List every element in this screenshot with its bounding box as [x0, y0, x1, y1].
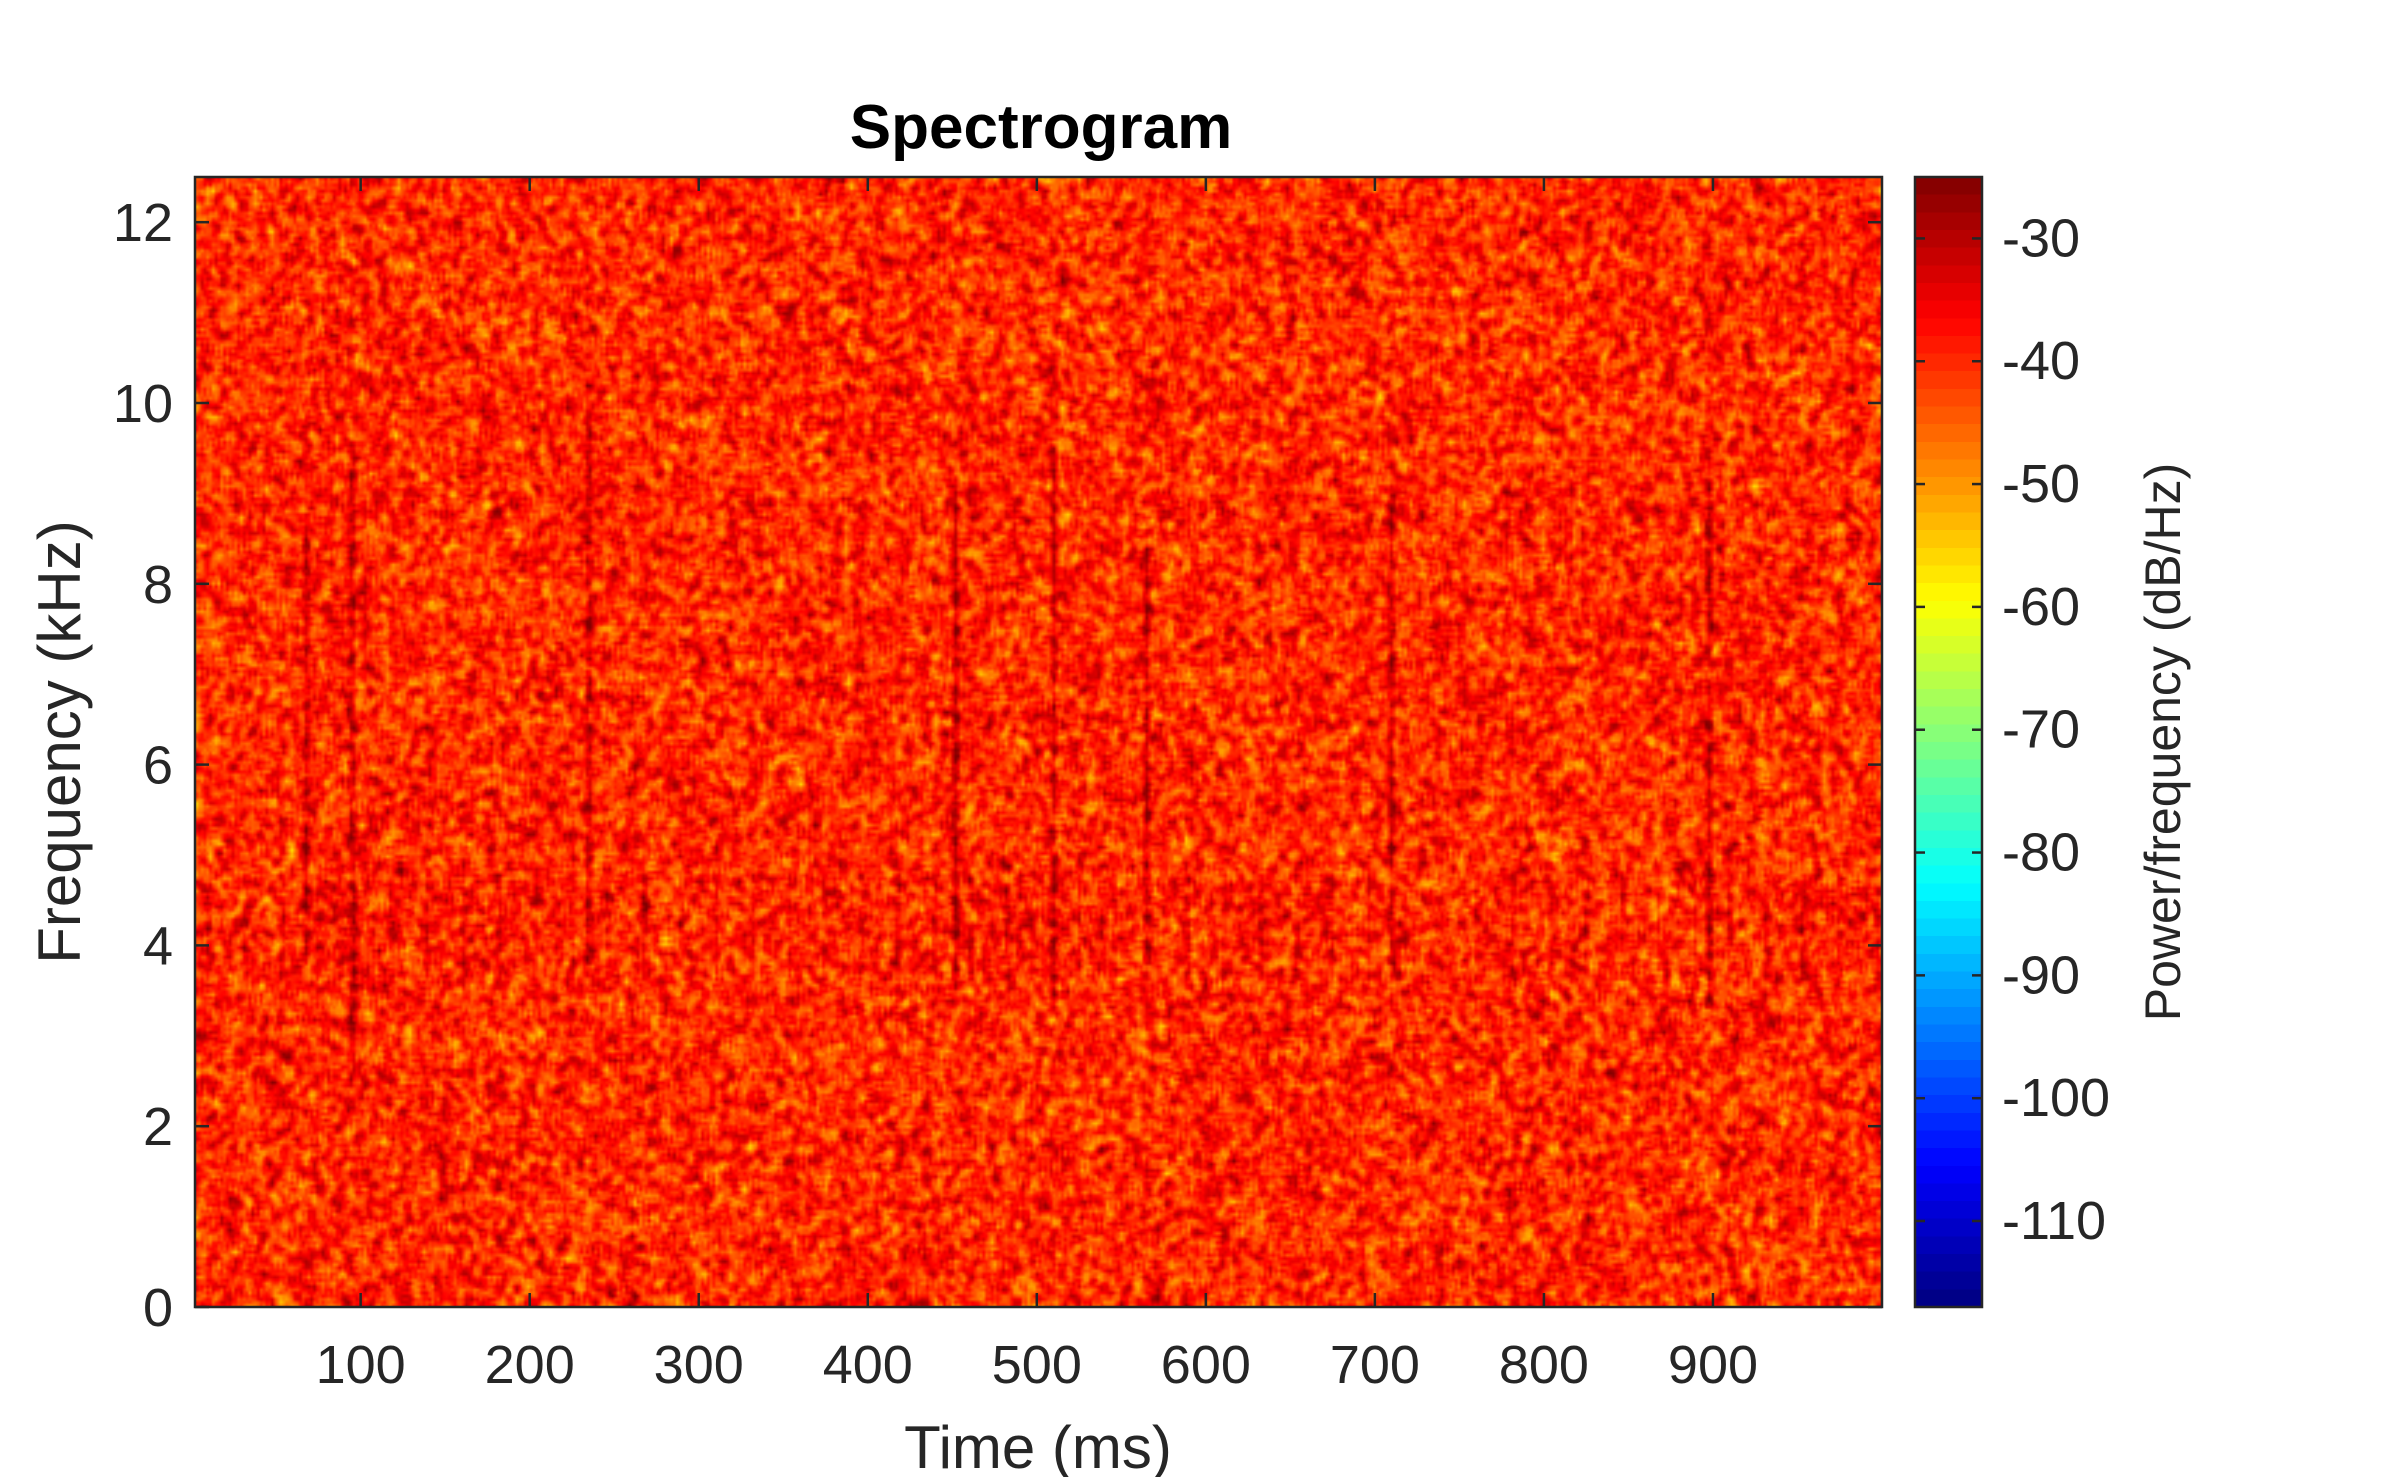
colorbar-gradient: [1915, 177, 1982, 1307]
y-tick-label: 4: [143, 916, 173, 976]
x-tick-label: 200: [485, 1335, 575, 1395]
colorbar-tick-label: -110: [2002, 1191, 2106, 1251]
x-tick-label: 100: [316, 1335, 406, 1395]
colorbar-tick-label: -50: [2002, 454, 2080, 514]
x-tick-label: 300: [654, 1335, 744, 1395]
colorbar-tick-label: -100: [2002, 1068, 2110, 1128]
chart-title: Spectrogram: [850, 93, 1232, 162]
y-tick-label: 10: [113, 374, 173, 434]
x-tick-label: 600: [1161, 1335, 1251, 1395]
colorbar-ticks: -30 -40 -50 -60 -70 -80 -90 -100 -110: [1915, 208, 2110, 1251]
colorbar-label: Power/frequency (dB/Hz): [2135, 463, 2191, 1022]
x-tick-label: 700: [1330, 1335, 1420, 1395]
y-axis: 0 2 4 6 8 10 12: [113, 193, 1882, 1338]
colorbar-frame: [1913, 175, 1984, 1309]
plot-area: [193, 175, 1884, 1309]
plot-frame: [193, 175, 1884, 1309]
x-tick-label: 800: [1499, 1335, 1589, 1395]
colorbar-tick-label: -60: [2002, 577, 2080, 637]
x-axis: 100 200 300 400 500 600 700 800 900: [316, 177, 1758, 1395]
y-tick-label: 6: [143, 736, 173, 796]
y-axis-label: Frequency (kHz): [26, 520, 93, 963]
y-tick-label: 2: [143, 1097, 173, 1157]
colorbar-tick-label: -30: [2002, 208, 2080, 268]
colorbar-tick-label: -40: [2002, 331, 2080, 391]
spectrogram-heatmap: [195, 177, 1882, 1307]
colorbar-tick-label: -80: [2002, 823, 2080, 883]
y-tick-label: 0: [143, 1278, 173, 1338]
colorbar-tick-label: -70: [2002, 700, 2080, 760]
x-tick-label: 900: [1668, 1335, 1758, 1395]
x-tick-label: 400: [823, 1335, 913, 1395]
x-tick-label: 500: [992, 1335, 1082, 1395]
x-axis-label: Time (ms): [904, 1414, 1172, 1477]
y-tick-label: 12: [113, 193, 173, 253]
colorbar: -30 -40 -50 -60 -70 -80 -90 -100 -110: [1913, 175, 2110, 1309]
y-tick-label: 8: [143, 555, 173, 615]
colorbar-tick-label: -90: [2002, 945, 2080, 1005]
